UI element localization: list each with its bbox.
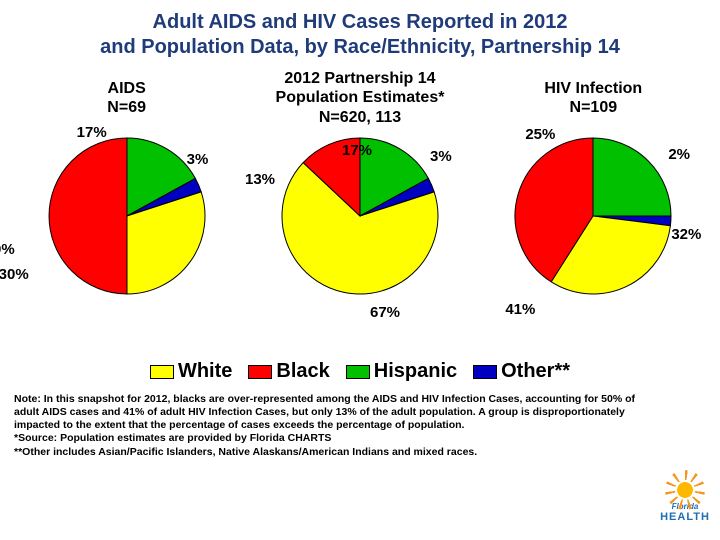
pie-chart: 30%50%17%3% <box>47 136 207 296</box>
slice-label-white: 32% <box>671 226 701 243</box>
legend-item: Black <box>248 360 329 383</box>
legend-swatch <box>346 365 370 379</box>
chart-title: AIDSN=69 <box>12 68 242 128</box>
legend: White Black Hispanic Other** <box>0 360 720 383</box>
page-title: Adult AIDS and HIV Cases Reported in 201… <box>0 0 720 68</box>
chart-title: HIV InfectionN=109 <box>478 68 708 128</box>
legend-item: White <box>150 360 232 383</box>
legend-swatch <box>150 365 174 379</box>
title-line-2: and Population Data, by Race/Ethnicity, … <box>100 36 620 58</box>
logo-line-2: HEALTH <box>660 511 710 523</box>
slice-label-other: 3% <box>430 148 452 165</box>
chart-panel: AIDSN=69 30%50%17%3% <box>12 68 242 348</box>
florida-health-logo: Florida HEALTH <box>656 474 714 524</box>
pie-slice-black <box>49 138 127 294</box>
slice-label-hispanic: 25% <box>525 126 555 143</box>
slice-label-black: 13% <box>245 171 275 188</box>
legend-label: White <box>178 360 232 382</box>
pie-chart: 67%13%17%3% <box>280 136 440 296</box>
slice-label-black: 41% <box>505 301 535 318</box>
pie-chart: 32%41%25%2% <box>513 136 673 296</box>
charts-row: AIDSN=6930%50%17%3%2012 Partnership 14Po… <box>0 68 720 348</box>
footnote: Note: In this snapshot for 2012, blacks … <box>0 383 720 465</box>
chart-panel: HIV InfectionN=10932%41%25%2% <box>478 68 708 348</box>
sun-icon <box>671 476 699 504</box>
slice-label-black: 50% <box>0 241 15 258</box>
legend-label: Hispanic <box>374 360 457 382</box>
slice-label-other: 2% <box>668 146 690 163</box>
pie-slice-hispanic <box>593 138 671 216</box>
legend-swatch <box>248 365 272 379</box>
legend-swatch <box>473 365 497 379</box>
legend-label: Other** <box>501 360 570 382</box>
slice-label-hispanic: 17% <box>342 142 372 159</box>
slice-label-other: 3% <box>187 151 209 168</box>
slice-label-white: 30% <box>0 266 29 283</box>
slice-label-hispanic: 17% <box>77 124 107 141</box>
legend-item: Hispanic <box>346 360 457 383</box>
chart-title: 2012 Partnership 14Population Estimates*… <box>245 68 475 128</box>
slice-label-white: 67% <box>370 304 400 321</box>
title-line-1: Adult AIDS and HIV Cases Reported in 201… <box>153 11 568 33</box>
legend-label: Black <box>276 360 329 382</box>
chart-panel: 2012 Partnership 14Population Estimates*… <box>245 68 475 348</box>
legend-item: Other** <box>473 360 570 383</box>
